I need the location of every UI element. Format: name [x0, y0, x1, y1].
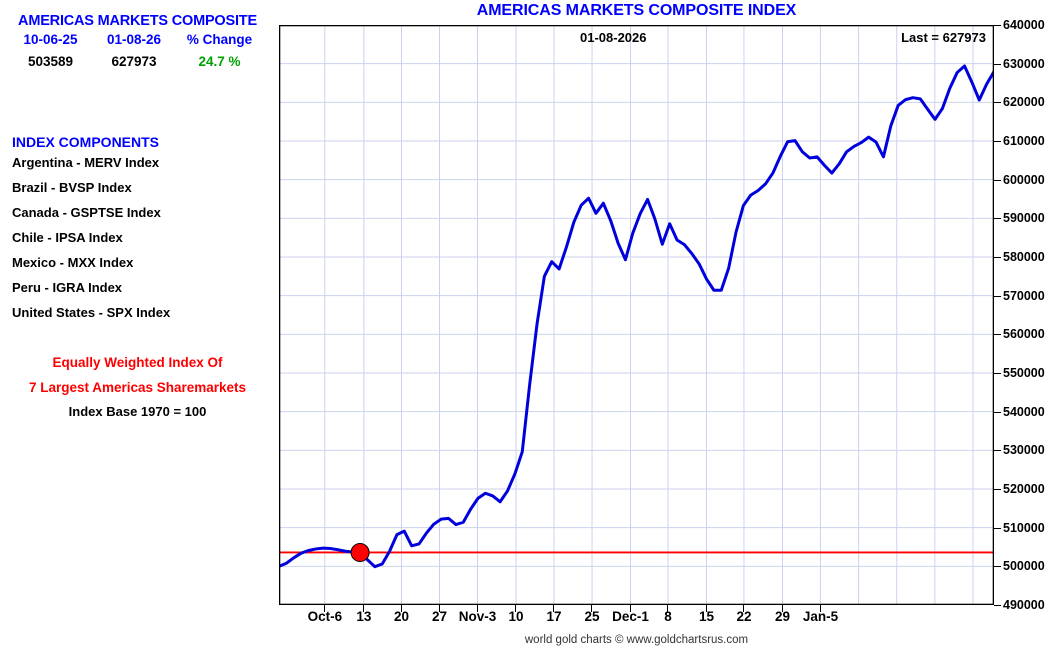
- y-axis-tick-mark: [994, 179, 1001, 181]
- y-axis-tick-mark: [994, 334, 1001, 336]
- start-point-marker: [350, 542, 370, 562]
- x-axis-tick-mark: [591, 605, 593, 612]
- y-axis-tick-label: 570000: [1003, 288, 1045, 303]
- plot-last-annotation: Last = 627973: [901, 30, 986, 45]
- chart-svg: [279, 25, 994, 605]
- chart-title: AMERICAS MARKETS COMPOSITE INDEX: [476, 2, 797, 19]
- x-axis-tick-mark: [705, 605, 707, 612]
- note-index-base: Index Base 1970 = 100: [68, 404, 207, 419]
- x-axis-tick-mark: [400, 605, 402, 612]
- y-axis-tick-label: 540000: [1003, 404, 1045, 419]
- summary-end-date-header: 01-08-26: [106, 32, 162, 47]
- x-axis-tick-label: 17: [546, 609, 562, 624]
- note-largest-sharemarkets: 7 Largest Americas Sharemarkets: [28, 380, 247, 395]
- x-axis-tick-mark: [819, 605, 821, 612]
- series-line: [279, 64, 994, 569]
- component-item-chile: Chile - IPSA Index: [12, 230, 123, 245]
- x-axis-tick-mark: [476, 605, 478, 612]
- y-axis-tick-mark: [994, 411, 1001, 413]
- x-axis-tick-label: 15: [698, 609, 714, 624]
- y-axis-tick-label: 610000: [1003, 134, 1045, 148]
- y-axis-tick-label: 520000: [1003, 482, 1045, 496]
- info-panel: AMERICAS MARKETS COMPOSITE 10-06-25 01-0…: [0, 0, 275, 650]
- y-axis-tick-mark: [994, 489, 1001, 490]
- x-axis-tick-mark: [324, 605, 326, 612]
- y-axis-tick-mark: [994, 605, 1001, 606]
- x-axis-tick-label: Nov-3: [458, 609, 497, 624]
- y-axis-tick-label: 530000: [1003, 443, 1045, 458]
- x-axis-tick-label: Dec-1: [612, 609, 649, 624]
- y-axis-tick-mark: [994, 63, 1001, 65]
- component-item-united-states: United States - SPX Index: [12, 305, 171, 320]
- note-equally-weighted: Equally Weighted Index Of: [52, 355, 223, 370]
- x-axis-tick-mark: [515, 605, 517, 612]
- x-axis-tick-mark: [629, 605, 631, 612]
- y-axis-tick-mark: [994, 25, 1001, 26]
- x-axis-tick-label: 10: [508, 609, 524, 624]
- x-axis-tick-mark: [781, 605, 783, 612]
- y-axis-tick-mark: [994, 295, 1001, 297]
- summary-change-value: 24.7 %: [198, 54, 241, 69]
- y-axis-tick-label: 630000: [1003, 56, 1045, 71]
- component-item-brazil: Brazil - BVSP Index: [12, 180, 132, 195]
- x-axis-tick-label: 13: [356, 609, 372, 624]
- x-axis-tick-mark: [363, 605, 365, 612]
- x-axis-tick-label: 20: [393, 609, 409, 624]
- y-axis-tick-mark: [994, 102, 1001, 104]
- y-axis-tick-label: 620000: [1003, 95, 1045, 110]
- plot-date-annotation: 01-08-2026: [580, 30, 647, 45]
- x-axis-tick-mark: [667, 605, 669, 612]
- y-axis-tick-label: 590000: [1003, 211, 1045, 226]
- footer-credit: world gold charts © www.goldchartsrus.co…: [524, 634, 749, 646]
- x-axis-tick-label: 27: [432, 609, 448, 624]
- x-axis-tick-label: 29: [774, 609, 791, 624]
- y-axis-tick-label: 510000: [1003, 520, 1045, 535]
- x-axis-tick-label: 22: [736, 609, 752, 624]
- plot-area: 01-08-2026 Last = 627973: [279, 25, 994, 605]
- component-item-mexico: Mexico - MXX Index: [12, 255, 134, 270]
- y-axis-tick-label: 490000: [1003, 598, 1045, 612]
- component-item-argentina: Argentina - MERV Index: [12, 155, 160, 170]
- y-axis-tick-mark: [994, 141, 1001, 142]
- x-axis-tick-mark: [438, 605, 440, 612]
- series-group: [279, 64, 994, 569]
- component-item-canada: Canada - GSPTSE Index: [12, 205, 161, 220]
- summary-change-header: % Change: [186, 32, 253, 47]
- summary-start-date-header: 10-06-25: [23, 32, 78, 47]
- plot-border: [279, 25, 994, 605]
- y-axis-tick-label: 550000: [1003, 366, 1045, 380]
- x-axis-tick-mark: [553, 605, 555, 612]
- y-axis-tick-mark: [994, 373, 1001, 374]
- y-axis-tick-label: 500000: [1003, 559, 1045, 574]
- panel-title: AMERICAS MARKETS COMPOSITE: [18, 13, 257, 29]
- y-axis-tick-label: 600000: [1003, 172, 1045, 187]
- y-axis-tick-mark: [994, 566, 1001, 568]
- summary-start-value: 503589: [27, 54, 74, 69]
- gridlines: [279, 25, 994, 605]
- x-axis-tick-label: Jan-5: [802, 609, 839, 624]
- y-axis-tick-label: 560000: [1003, 327, 1045, 342]
- components-title: INDEX COMPONENTS: [12, 134, 160, 150]
- x-axis-tick-label: 8: [664, 609, 672, 624]
- y-axis-tick-label: 640000: [1003, 18, 1045, 32]
- y-axis-tick-mark: [994, 450, 1001, 452]
- y-axis-tick-label: 580000: [1003, 250, 1045, 264]
- y-axis-tick-mark: [994, 527, 1001, 529]
- x-axis-tick-label: Oct-6: [307, 609, 343, 624]
- y-axis-tick-mark: [994, 218, 1001, 220]
- x-axis-tick-mark: [743, 605, 745, 612]
- y-axis-tick-mark: [994, 257, 1001, 258]
- component-item-peru: Peru - IGRA Index: [12, 280, 123, 295]
- x-axis-tick-label: 25: [584, 609, 600, 624]
- summary-end-value: 627973: [111, 54, 157, 69]
